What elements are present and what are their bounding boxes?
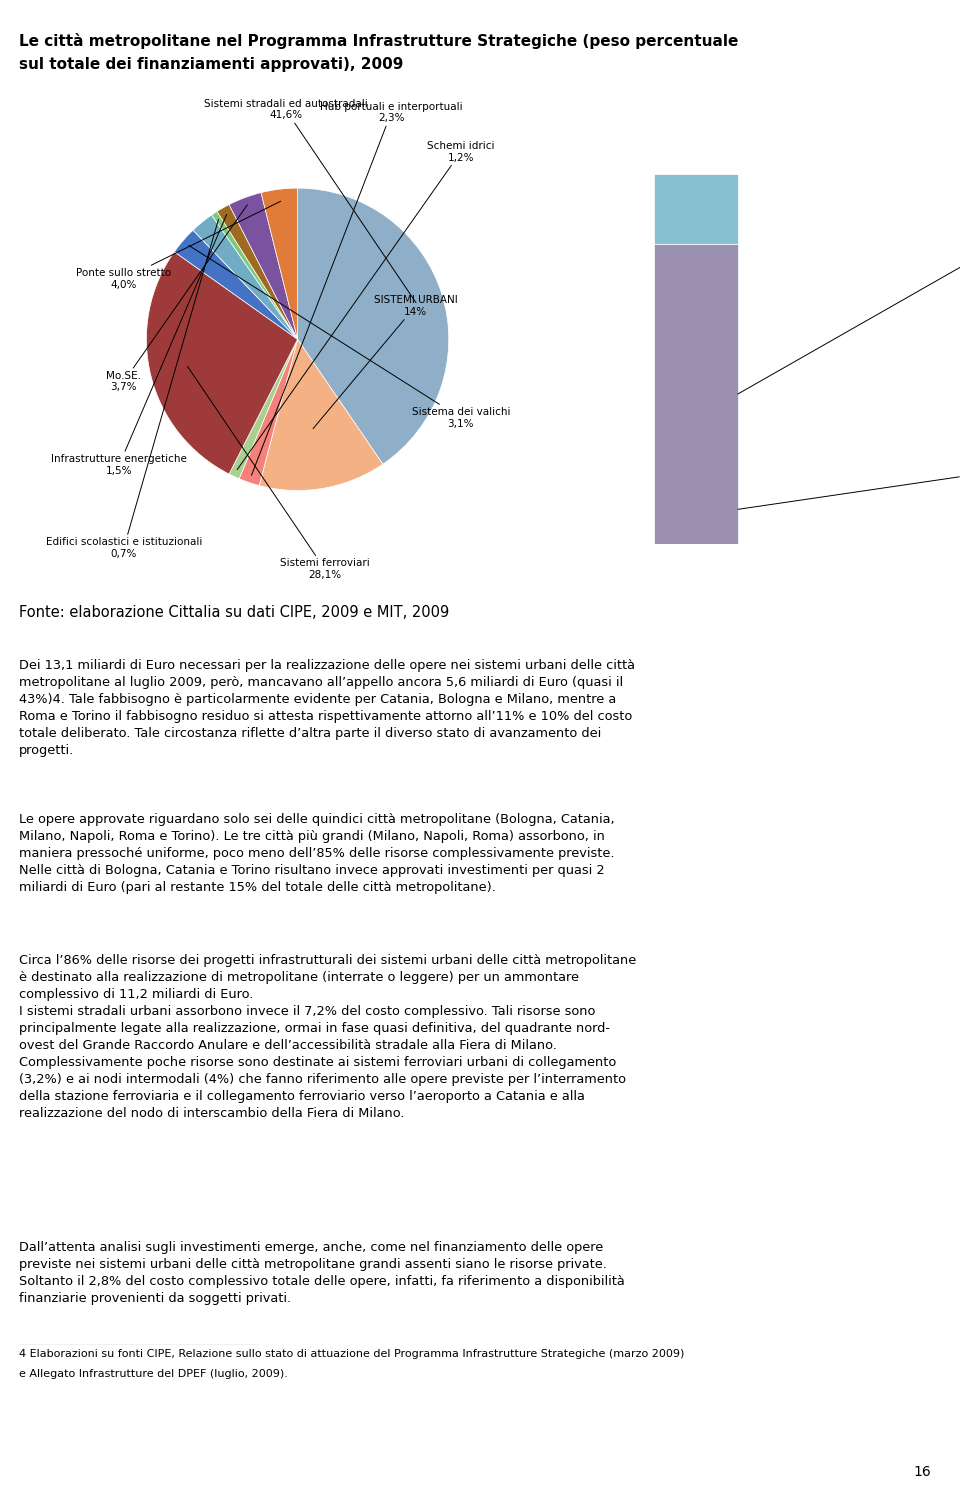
Text: Sistemi ferroviari
28,1%: Sistemi ferroviari 28,1%	[187, 367, 370, 580]
Text: Sistema dei valichi
3,1%: Sistema dei valichi 3,1%	[189, 246, 510, 429]
Wedge shape	[261, 188, 298, 340]
Text: Schemi idrici
1,2%: Schemi idrici 1,2%	[237, 142, 494, 470]
Text: Le opere approvate riguardano solo sei delle quindici città metropolitane (Bolog: Le opere approvate riguardano solo sei d…	[19, 813, 614, 893]
Wedge shape	[259, 340, 383, 491]
Text: Infrastrutture energetiche
1,5%: Infrastrutture energetiche 1,5%	[51, 215, 227, 476]
Text: 4 Elaborazioni su fonti CIPE, Relazione sullo stato di attuazione del Programma : 4 Elaborazioni su fonti CIPE, Relazione …	[19, 1349, 684, 1360]
Text: SISTEMI URBANI
14%: SISTEMI URBANI 14%	[313, 295, 457, 429]
Text: Dei 13,1 miliardi di Euro necessari per la realizzazione delle opere nei sistemi: Dei 13,1 miliardi di Euro necessari per …	[19, 659, 636, 757]
Wedge shape	[229, 340, 298, 479]
Text: Fonte: elaborazione Cittalia su dati CIPE, 2009 e MIT, 2009: Fonte: elaborazione Cittalia su dati CIP…	[19, 605, 449, 620]
Text: Sistemi stradali ed autostradali
41,6%: Sistemi stradali ed autostradali 41,6%	[204, 98, 416, 303]
Text: Circa l’86% delle risorse dei progetti infrastrutturali dei sistemi urbani delle: Circa l’86% delle risorse dei progetti i…	[19, 954, 636, 1120]
Wedge shape	[217, 204, 298, 340]
Wedge shape	[147, 252, 298, 474]
Wedge shape	[211, 212, 298, 340]
Wedge shape	[193, 215, 298, 340]
Bar	[654, 243, 738, 544]
Text: e Allegato Infrastrutture del DPEF (luglio, 2009).: e Allegato Infrastrutture del DPEF (lugl…	[19, 1369, 288, 1379]
Text: Investimenti infrastrutture
mobilità delle città metropolitane
11,2%: Investimenti infrastrutture mobilità del…	[738, 200, 960, 394]
Text: Hub portuali e interportuali
2,3%: Hub portuali e interportuali 2,3%	[252, 101, 463, 476]
Text: Ponte sullo stretto
4,0%: Ponte sullo stretto 4,0%	[76, 201, 280, 289]
Bar	[654, 174, 738, 243]
Wedge shape	[239, 340, 298, 486]
Text: 16: 16	[914, 1466, 931, 1479]
Text: Altri sistemi urbani e programma
Grandi Stazioni
2,6%: Altri sistemi urbani e programma Grandi …	[738, 447, 960, 510]
Wedge shape	[175, 230, 298, 340]
Text: sul totale dei finanziamenti approvati), 2009: sul totale dei finanziamenti approvati),…	[19, 57, 403, 72]
Wedge shape	[229, 192, 298, 340]
Text: Le città metropolitane nel Programma Infrastrutture Strategiche (peso percentual: Le città metropolitane nel Programma Inf…	[19, 33, 738, 49]
Text: Dall’attenta analisi sugli investimenti emerge, anche, come nel finanziamento de: Dall’attenta analisi sugli investimenti …	[19, 1241, 625, 1305]
Text: Edifici scolastici e istituzionali
0,7%: Edifici scolastici e istituzionali 0,7%	[45, 219, 219, 559]
Wedge shape	[298, 188, 448, 464]
Text: Mo.SE.
3,7%: Mo.SE. 3,7%	[107, 204, 248, 392]
